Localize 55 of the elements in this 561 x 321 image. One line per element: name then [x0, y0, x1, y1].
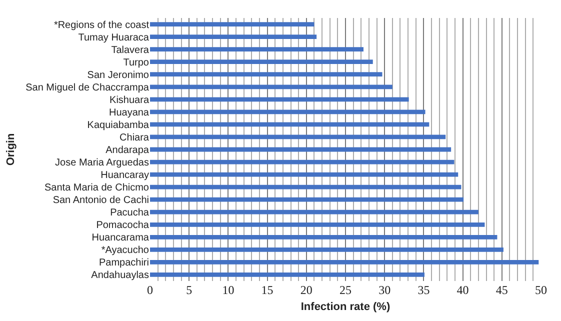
bar	[150, 72, 382, 77]
y-tick-label: San Miguel de Chaccrampa	[26, 82, 150, 94]
y-tick-label: Huancarama	[92, 232, 150, 244]
y-tick-label: *Ayacucho	[101, 245, 150, 256]
bar	[150, 248, 504, 252]
y-axis-title: Origin	[5, 133, 18, 166]
bar	[150, 60, 373, 64]
y-tick-label: Andahuaylas	[91, 270, 149, 282]
bar	[150, 47, 364, 52]
x-tick-label: 0	[147, 283, 153, 297]
y-tick-label: Huayana	[108, 107, 150, 118]
x-axis-title: Infection rate (%)	[300, 301, 390, 314]
y-tick-label: Pacucha	[110, 208, 150, 219]
bar	[150, 197, 464, 202]
x-tick-label: 5	[186, 283, 192, 297]
bar	[150, 234, 498, 240]
y-tick-label: Kishuara	[110, 94, 150, 106]
x-tick-label: 25	[340, 283, 352, 297]
x-tick-label: 50	[535, 283, 547, 297]
x-tick-label: 15	[261, 283, 274, 297]
bar	[150, 84, 392, 90]
bar	[150, 97, 409, 102]
x-tick-label: 10	[222, 283, 234, 297]
x-tick-label: 20	[300, 283, 312, 297]
bar	[150, 22, 314, 26]
bar	[150, 260, 539, 264]
y-tick-label: Santa Maria de Chicmo	[44, 182, 150, 194]
y-tick-label: Chiara	[120, 132, 150, 144]
y-tick-label: Pampachiri	[98, 258, 149, 269]
bar	[150, 122, 430, 127]
y-tick-label: San Antonio de Cachi	[52, 195, 149, 206]
bar	[150, 172, 458, 177]
bar	[150, 222, 485, 227]
x-tick-label: 35	[418, 283, 430, 297]
bar	[150, 147, 452, 152]
y-tick-label: Talavera	[111, 44, 150, 56]
y-tick-label: Andarapa	[106, 145, 150, 156]
bar	[150, 110, 426, 114]
y-tick-label: *Regions of the coast	[54, 20, 150, 31]
bar	[150, 210, 478, 214]
y-tick-label: Jose Maria Arguedas	[55, 158, 149, 169]
y-tick-label: Huancaray	[100, 170, 149, 182]
bar	[150, 184, 462, 190]
x-tick-label: 45	[496, 283, 508, 297]
y-tick-label: San Jeronimo	[87, 70, 150, 81]
y-tick-label: Tumay Huaraca	[78, 32, 150, 44]
y-tick-label: Kaquiabamba	[87, 120, 150, 131]
y-tick-label: Turpo	[123, 57, 150, 68]
y-tick-label: Pomacocha	[96, 220, 150, 232]
bar	[150, 134, 446, 140]
x-tick-label: 40	[456, 283, 469, 297]
x-tick-label: 30	[378, 283, 391, 297]
bar	[150, 160, 454, 164]
bar	[150, 272, 424, 277]
bar	[150, 34, 317, 39]
